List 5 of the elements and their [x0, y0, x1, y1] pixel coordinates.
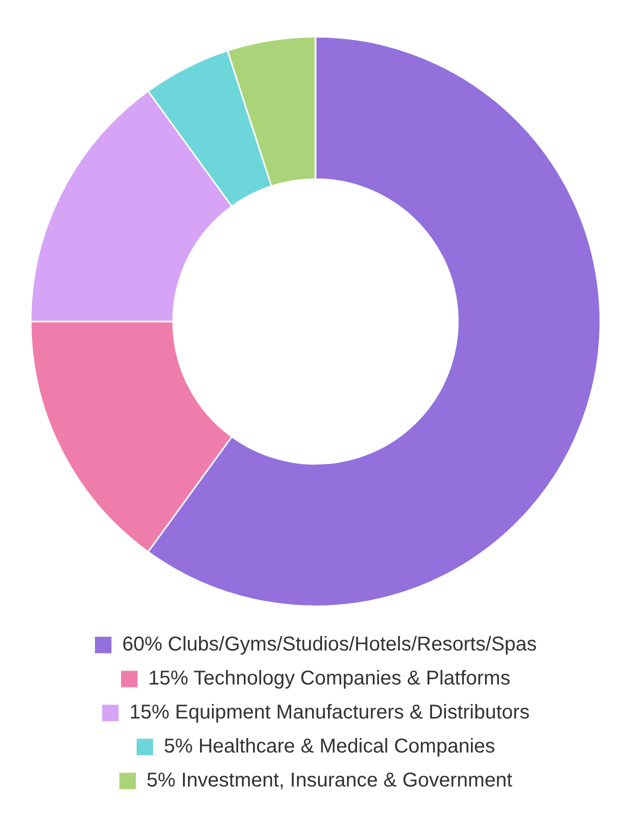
- legend-label: 5% Healthcare & Medical Companies: [164, 736, 496, 758]
- legend-label: 60% Clubs/Gyms/Studios/Hotels/Resorts/Spas: [122, 634, 537, 656]
- legend-label: 15% Technology Companies & Platforms: [148, 668, 510, 690]
- legend-label: 5% Investment, Insurance & Government: [146, 770, 513, 792]
- legend-label: 15% Equipment Manufacturers & Distributors: [129, 702, 530, 724]
